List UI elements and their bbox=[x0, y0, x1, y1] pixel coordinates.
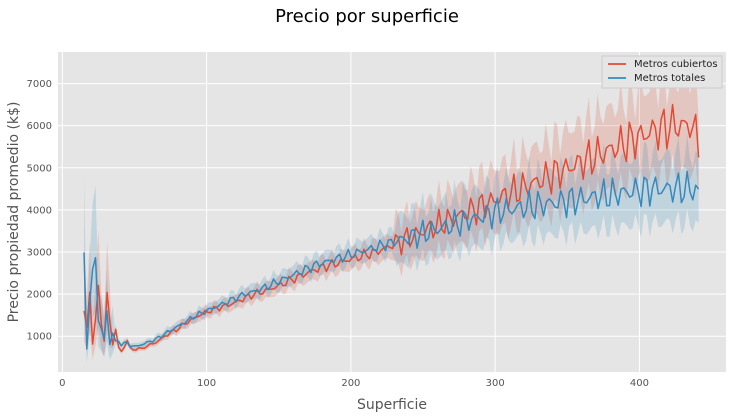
legend-box bbox=[601, 55, 723, 89]
x-tick-label: 400 bbox=[630, 378, 649, 389]
series-line-0 bbox=[83, 103, 700, 353]
x-gridlines bbox=[61, 52, 640, 372]
chart-title: Precio por superficie bbox=[275, 6, 459, 27]
y-tick-labels: 1000 2000 3000 4000 5000 6000 7000 bbox=[27, 79, 52, 343]
y-axis-label: Precio propiedad promedio (k$) bbox=[6, 102, 22, 323]
legend: Metros cubiertos Metros totales bbox=[601, 55, 723, 89]
y-tick-label: 1000 bbox=[27, 332, 52, 343]
y-tick-label: 4000 bbox=[27, 205, 52, 216]
y-tick-label: 3000 bbox=[27, 248, 52, 259]
confidence-band-0 bbox=[84, 55, 699, 360]
x-tick-label: 0 bbox=[59, 378, 65, 389]
series-lines bbox=[83, 103, 700, 353]
x-axis-label: Superficie bbox=[357, 397, 427, 413]
legend-label-metros-cubiertos: Metros cubiertos bbox=[634, 59, 718, 70]
y-tick-label: 6000 bbox=[27, 121, 52, 132]
x-tick-labels: 0 100 200 300 400 bbox=[59, 378, 649, 389]
series-line-1 bbox=[83, 170, 700, 350]
y-gridlines bbox=[58, 83, 726, 337]
y-tick-label: 2000 bbox=[27, 290, 52, 301]
legend-label-metros-totales: Metros totales bbox=[634, 73, 705, 84]
x-tick-label: 200 bbox=[341, 378, 360, 389]
y-tick-label: 5000 bbox=[27, 163, 52, 174]
x-tick-label: 300 bbox=[486, 378, 505, 389]
plot-background bbox=[58, 52, 726, 372]
y-tick-label: 7000 bbox=[27, 79, 52, 90]
x-tick-label: 100 bbox=[197, 378, 216, 389]
